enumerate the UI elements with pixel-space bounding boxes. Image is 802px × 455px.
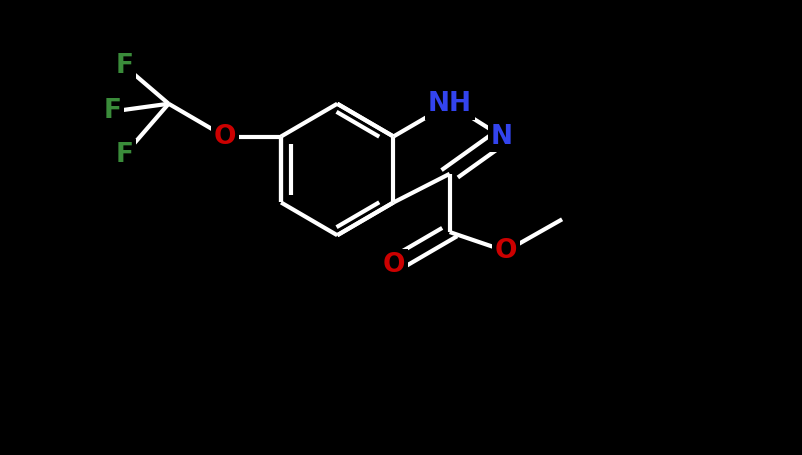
Text: O: O: [382, 252, 404, 278]
Text: O: O: [213, 123, 236, 150]
Text: N: N: [490, 123, 512, 150]
Text: NH: NH: [427, 91, 471, 117]
Text: F: F: [103, 98, 121, 125]
Text: F: F: [115, 53, 133, 79]
Text: F: F: [115, 142, 133, 168]
Text: O: O: [494, 238, 516, 264]
